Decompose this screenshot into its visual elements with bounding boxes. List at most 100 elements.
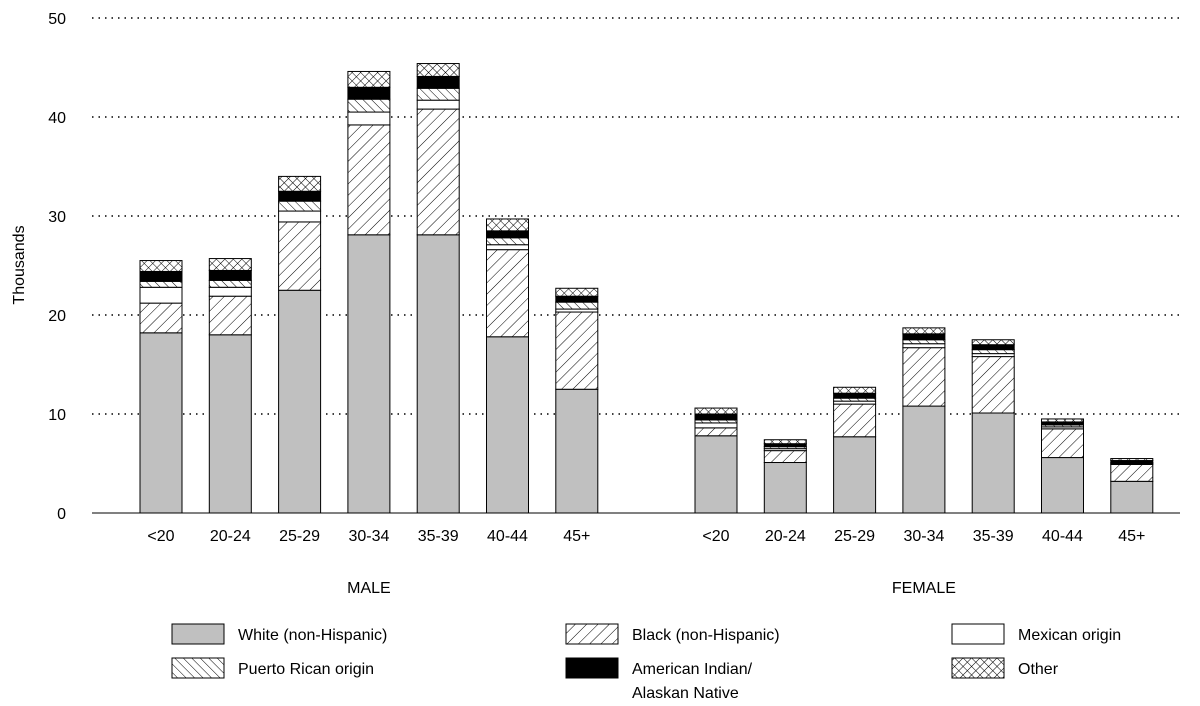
bar-segment [694, 413, 738, 421]
bar-segment [486, 244, 529, 251]
bar-segment [486, 237, 529, 246]
bar-segment [416, 75, 460, 89]
bar-segment [902, 405, 946, 514]
bar-segment [139, 270, 183, 282]
y-tick-label: 50 [48, 11, 66, 28]
bar-segment [971, 344, 1015, 351]
bar-segment [902, 333, 946, 341]
bar-segment [1110, 458, 1154, 462]
bar-segment [278, 289, 322, 514]
bar-segment [763, 450, 807, 464]
bar-segment [555, 301, 599, 310]
bar-segment [833, 403, 877, 438]
bar-segment [347, 70, 391, 88]
bar-segment [694, 435, 738, 514]
bar-segment [694, 407, 738, 415]
bar-segment [555, 287, 599, 297]
bar-segment [139, 260, 183, 272]
legend-swatch [171, 623, 225, 645]
bar-segment [763, 462, 807, 514]
bar-segment [208, 334, 252, 514]
bars [139, 63, 1154, 514]
bar-segment [694, 427, 738, 437]
bar-segment [555, 311, 599, 390]
bar-segment [208, 279, 252, 288]
x-tick-label: 25-29 [834, 528, 875, 545]
y-axis-ticks: 0 10 20 30 40 50 [48, 11, 66, 523]
bar-segment [833, 386, 877, 394]
bar-segment [278, 200, 322, 212]
bar-segment [139, 302, 183, 334]
x-tick-label: 25-29 [279, 528, 320, 545]
bar-segment [1041, 457, 1084, 514]
bar-segment [555, 388, 599, 514]
bar-segment [208, 295, 252, 336]
legend: White (non-Hispanic) Black (non-Hispanic)… [171, 623, 1121, 702]
gridlines [92, 17, 1180, 415]
bar-segment [1110, 463, 1154, 482]
legend-swatch [171, 657, 225, 679]
legend-label: Other [1018, 661, 1059, 678]
bar-segment [971, 412, 1015, 514]
x-tick-label: 30-34 [903, 528, 944, 545]
bar-segment [763, 439, 807, 445]
x-tick-label: 20-24 [210, 528, 251, 545]
bar-segment [486, 218, 529, 232]
legend-label: White (non-Hispanic) [238, 627, 387, 644]
legend-label: Black (non-Hispanic) [632, 627, 780, 644]
bar-segment [208, 286, 252, 297]
y-tick-label: 30 [48, 209, 66, 226]
x-tick-label: 45+ [1118, 528, 1145, 545]
legend-swatch [951, 657, 1005, 679]
bar-segment [139, 332, 183, 514]
bar-segment [347, 234, 391, 514]
bar-segment [347, 98, 391, 113]
legend-label: Mexican origin [1018, 627, 1121, 644]
bar-segment [347, 86, 391, 100]
bar-segment [416, 99, 460, 110]
x-tick-label: 30-34 [348, 528, 389, 545]
group-label: MALE [347, 580, 391, 597]
bar-segment [416, 63, 460, 77]
bar-segment [902, 343, 946, 349]
bar-segment [416, 87, 460, 101]
bar-segment [278, 221, 322, 291]
bar-segment [902, 339, 946, 345]
legend-swatch [565, 657, 619, 679]
bar-segment [1110, 480, 1154, 514]
legend-label: American Indian/Alaskan Native [632, 661, 753, 702]
legend-label: Puerto Rican origin [238, 661, 374, 678]
x-tick-label: 35-39 [418, 528, 459, 545]
bar-segment [347, 111, 391, 126]
x-tick-label: 35-39 [973, 528, 1014, 545]
legend-swatch [565, 623, 619, 645]
bar-segment [416, 108, 460, 236]
x-tick-label: <20 [702, 528, 729, 545]
bar-segment [694, 422, 738, 429]
bar-segment [278, 210, 322, 223]
bar-segment [139, 280, 183, 288]
x-tick-label: 20-24 [765, 528, 806, 545]
y-axis-label: Thousands [11, 225, 28, 304]
y-tick-label: 0 [57, 506, 66, 523]
x-tick-label: 40-44 [487, 528, 528, 545]
bar-segment [139, 286, 183, 304]
bar-segment [347, 124, 391, 236]
legend-swatch [951, 623, 1005, 645]
x-tick-label: <20 [147, 528, 174, 545]
bar-segment [555, 295, 599, 303]
y-tick-label: 20 [48, 308, 66, 325]
bar-segment [278, 190, 322, 202]
bar-segment [208, 258, 252, 271]
bar-segment [416, 234, 460, 514]
bar-segment [971, 349, 1015, 355]
bar-segment [1041, 428, 1084, 459]
bar-segment [278, 175, 322, 192]
bar-segment [208, 269, 252, 281]
bar-segment [486, 230, 529, 239]
bar-segment [902, 327, 946, 335]
bar-segment [833, 436, 877, 514]
group-label: FEMALE [892, 580, 956, 597]
y-tick-label: 10 [48, 407, 66, 424]
bar-segment [971, 356, 1015, 414]
